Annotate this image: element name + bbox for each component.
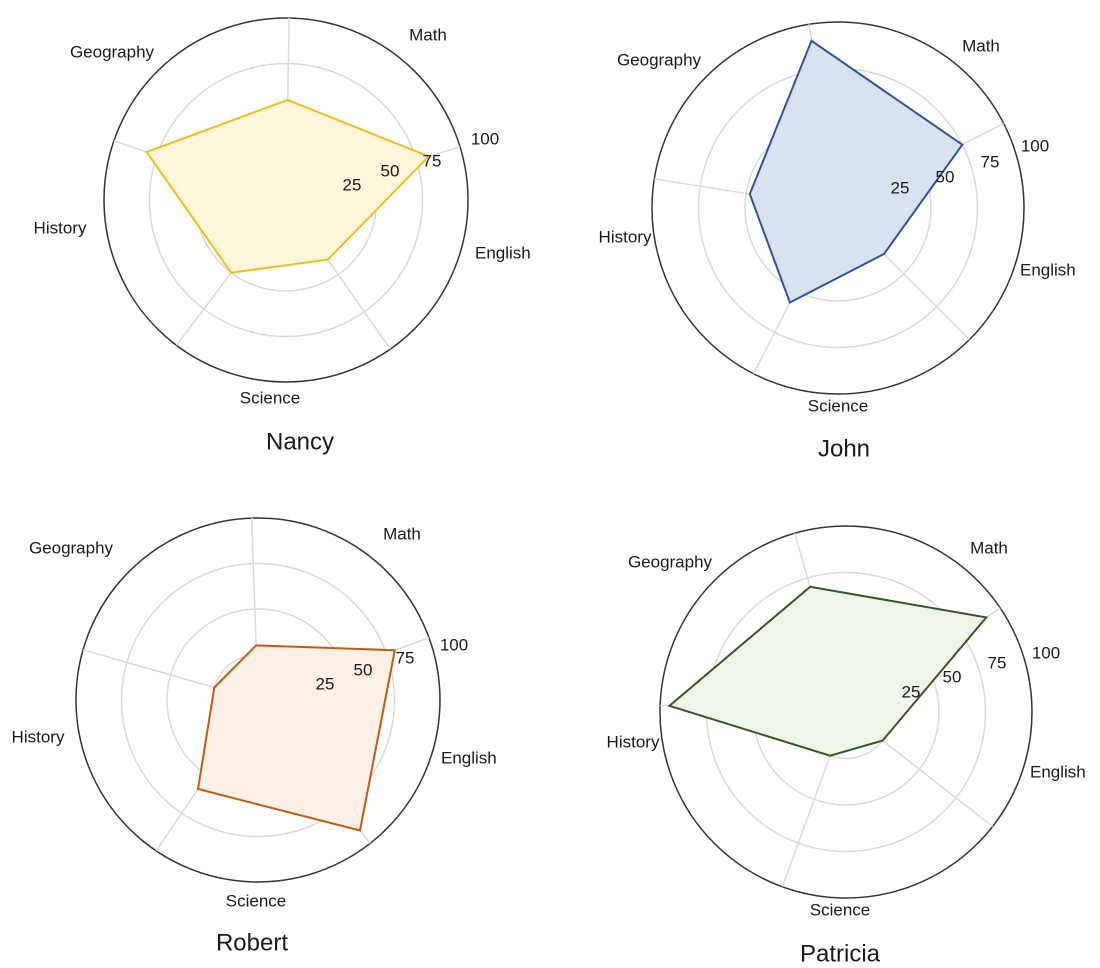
nancy-tick-label-75: 75 [423, 151, 442, 170]
robert-tick-label-50: 50 [354, 660, 373, 679]
john-chart-title: John [818, 435, 870, 462]
patricia-tick-label-25: 25 [902, 682, 921, 701]
nancy-category-label-science: Science [240, 388, 300, 407]
patricia-data-polygon [667, 585, 989, 757]
nancy-chart-title: Nancy [266, 428, 334, 455]
robert-outer-ring [75, 517, 441, 883]
robert-grid-ring-75 [120, 562, 396, 838]
nancy-category-label-english: English [475, 243, 531, 262]
patricia-tick-label-75: 75 [988, 653, 1007, 672]
john-tick-label-50: 50 [936, 167, 955, 186]
robert-tick-label-75: 75 [396, 648, 415, 667]
robert-category-label-science: Science [226, 891, 286, 910]
patricia-outer-ring [659, 525, 1033, 899]
nancy-category-label-math: Math [409, 25, 447, 44]
robert-category-label-geography: Geography [29, 538, 114, 557]
john-category-label-science: Science [808, 396, 868, 415]
patricia-category-label-history: History [607, 732, 660, 751]
patricia-chart-title: Patricia [800, 940, 881, 967]
john-category-label-geography: Geography [617, 50, 702, 69]
nancy-tick-label-50: 50 [381, 161, 400, 180]
patricia-category-label-science: Science [810, 900, 870, 919]
patricia-tick-label-50: 50 [943, 667, 962, 686]
john-category-label-english: English [1020, 260, 1076, 279]
john-outer-ring [651, 21, 1025, 395]
robert-tick-label-100: 100 [440, 635, 468, 654]
nancy-category-label-history: History [34, 218, 87, 237]
nancy-radar-chart: 25 50 75 100 Math English Science History Geogra… [34, 17, 531, 455]
patricia-category-label-english: English [1030, 762, 1086, 781]
robert-category-label-english: English [441, 748, 497, 767]
nancy-tick-label-25: 25 [343, 175, 362, 194]
robert-radar-chart: 25 50 75 100 Math English Science History Geogra… [12, 517, 497, 956]
john-category-label-history: History [599, 227, 652, 246]
john-tick-label-25: 25 [891, 178, 910, 197]
patricia-category-label-math: Math [970, 538, 1008, 557]
robert-chart-title: Robert [216, 929, 288, 956]
nancy-grid-ring-75 [148, 62, 424, 338]
nancy-tick-label-100: 100 [471, 129, 499, 148]
john-category-label-math: Math [962, 36, 1000, 55]
nancy-data-polygon [145, 98, 431, 274]
john-tick-label-75: 75 [981, 152, 1000, 171]
john-radar-chart: 25 50 75 100 Math English Science History Geogra… [599, 21, 1076, 462]
robert-data-polygon [196, 644, 397, 832]
nancy-category-label-geography: Geography [70, 42, 155, 61]
robert-tick-label-25: 25 [316, 674, 335, 693]
robert-category-label-history: History [12, 727, 65, 746]
patricia-category-label-geography: Geography [628, 552, 713, 571]
patricia-radar-chart: 25 50 75 100 Math English Science History Geogra… [607, 525, 1086, 967]
john-data-polygon [748, 39, 964, 304]
nancy-outer-ring [103, 17, 469, 383]
patricia-tick-label-100: 100 [1032, 643, 1060, 662]
robert-category-label-math: Math [383, 524, 421, 543]
john-tick-label-100: 100 [1021, 136, 1049, 155]
